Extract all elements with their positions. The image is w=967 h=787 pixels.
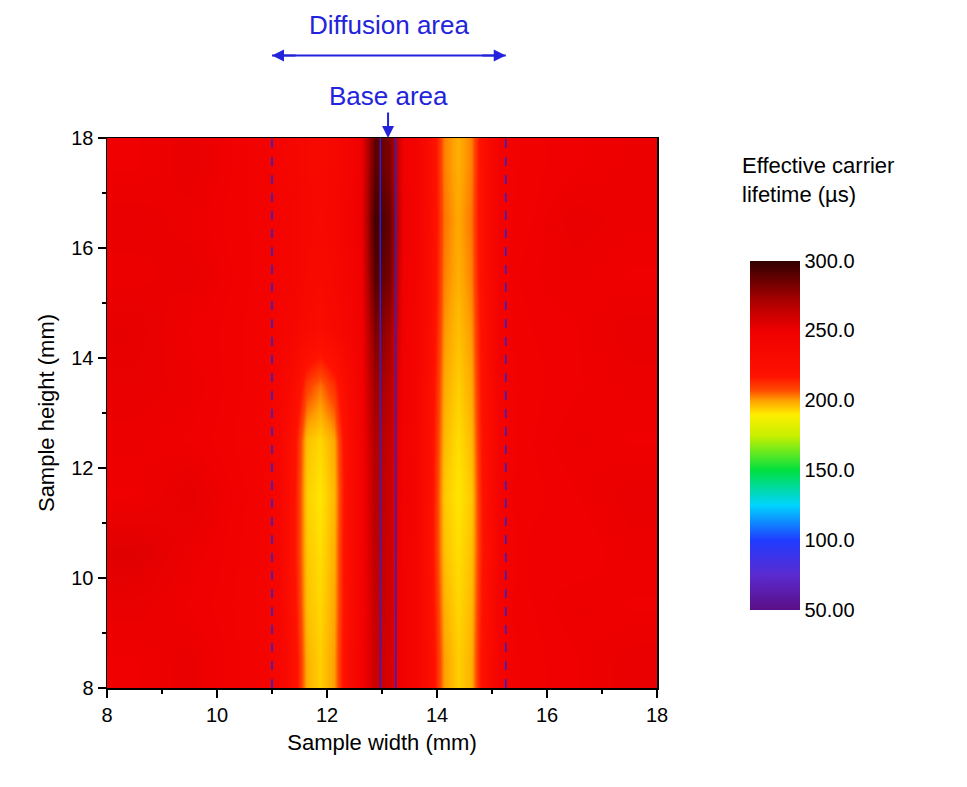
svg-text:8: 8: [101, 704, 112, 726]
svg-text:Effective carrierlifetime (µs): Effective carrierlifetime (µs): [742, 153, 894, 207]
svg-text:50.00: 50.00: [805, 599, 855, 621]
svg-text:300.0: 300.0: [805, 250, 855, 272]
svg-text:10: 10: [206, 704, 228, 726]
svg-text:16: 16: [536, 704, 558, 726]
svg-text:Base area: Base area: [329, 81, 448, 111]
svg-text:Diffusion area: Diffusion area: [309, 10, 469, 40]
svg-text:16: 16: [71, 237, 93, 259]
svg-text:18: 18: [71, 127, 93, 149]
svg-text:10: 10: [71, 567, 93, 589]
svg-text:100.0: 100.0: [805, 529, 855, 551]
svg-text:Sample height (mm): Sample height (mm): [34, 314, 59, 512]
svg-text:Sample width (mm): Sample width (mm): [287, 730, 476, 755]
svg-text:14: 14: [426, 704, 448, 726]
svg-text:150.0: 150.0: [805, 459, 855, 481]
svg-text:12: 12: [316, 704, 338, 726]
svg-text:8: 8: [82, 677, 93, 699]
svg-text:200.0: 200.0: [805, 389, 855, 411]
svg-text:14: 14: [71, 347, 93, 369]
svg-text:18: 18: [646, 704, 668, 726]
svg-text:12: 12: [71, 457, 93, 479]
svg-text:250.0: 250.0: [805, 319, 855, 341]
